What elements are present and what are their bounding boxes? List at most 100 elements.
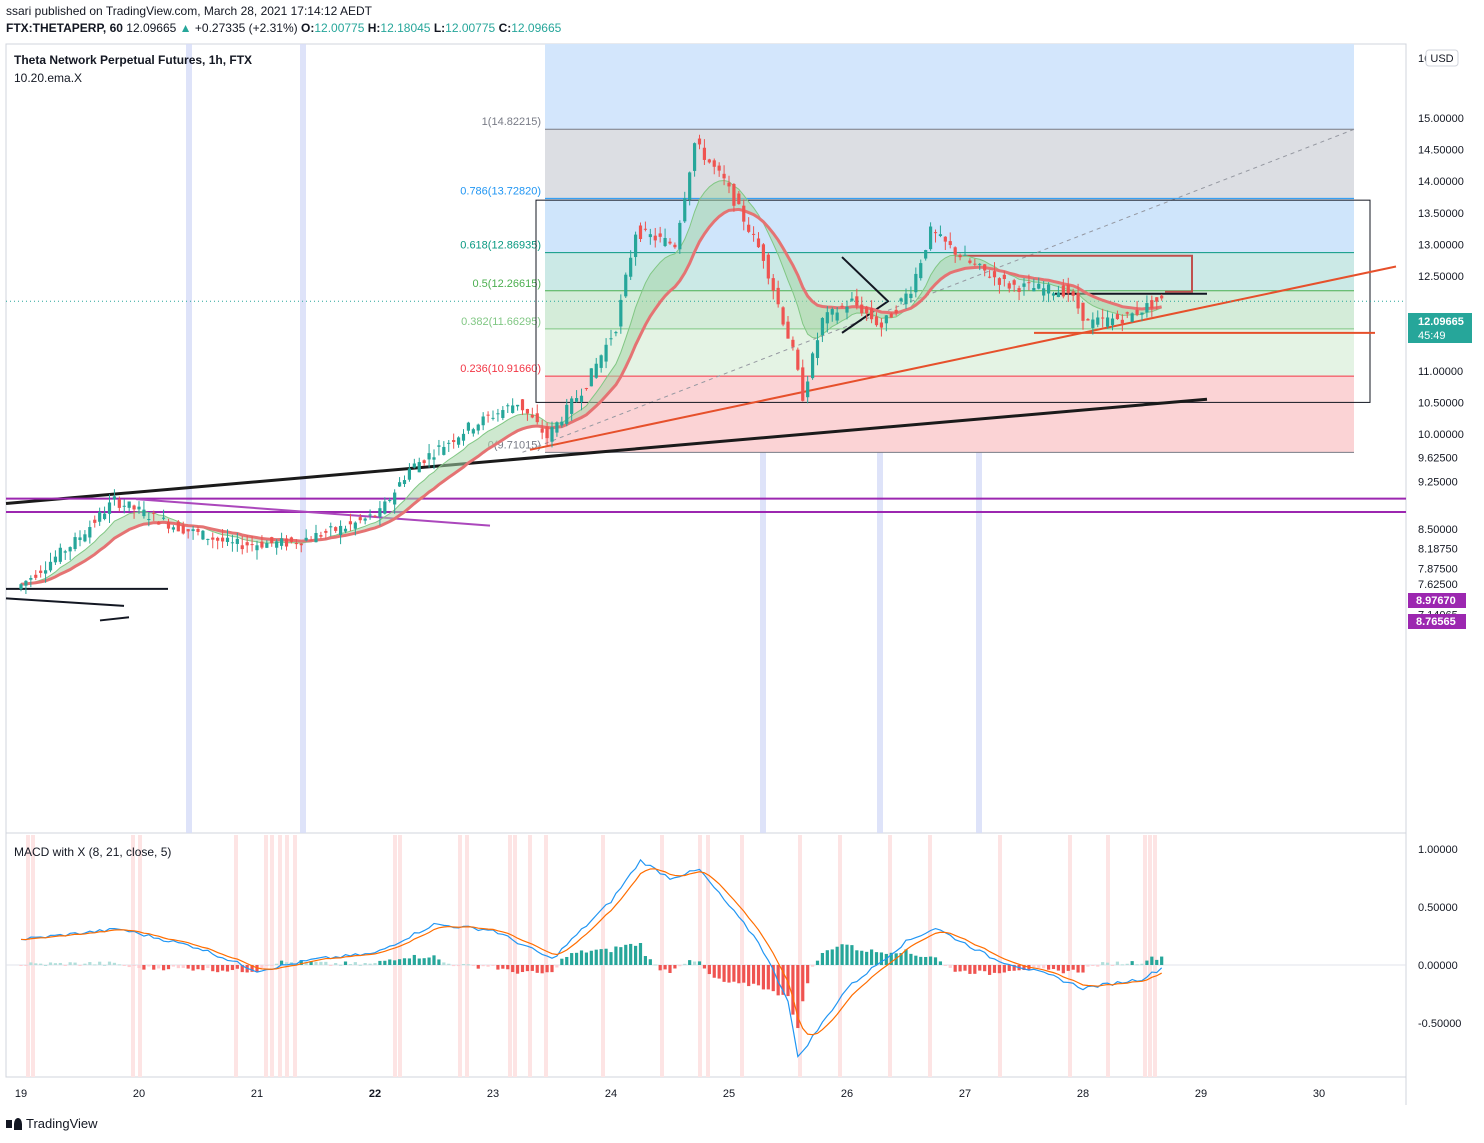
macd-hist-29 xyxy=(161,965,166,971)
macd-hist-146 xyxy=(737,965,741,984)
macd-hist-177 xyxy=(889,952,893,965)
time-tick-20: 20 xyxy=(133,1088,145,1100)
h-level-tag-2 xyxy=(1408,614,1466,629)
fib-retracement[interactable]: 1(14.82215) 0.786(13.72820) 0.618(12.86935… xyxy=(460,44,1355,453)
candle-body-80 xyxy=(412,463,416,468)
macd-hist-166 xyxy=(835,946,839,965)
macd-hist-120 xyxy=(609,952,613,965)
trend-lines[interactable] xyxy=(5,199,1406,622)
candle-body-98 xyxy=(501,410,505,418)
macd-hist-132 xyxy=(668,965,672,973)
macd-hist-157 xyxy=(791,965,795,1015)
macd-hist-6 xyxy=(48,962,53,965)
candle-body-150 xyxy=(756,238,761,248)
macd-hist-137 xyxy=(692,961,697,965)
macd-hist-212 xyxy=(1061,965,1065,974)
candle-body-81 xyxy=(417,462,421,473)
fib-label-1: 1(14.82215) xyxy=(482,116,541,128)
macd-hist-232 xyxy=(1160,956,1164,965)
macd-hist-158 xyxy=(796,965,800,1029)
macd-hist-89 xyxy=(456,965,461,967)
time-axis[interactable]: 19 20 21 22 23 24 25 26 27 28 29 30 xyxy=(15,1088,1325,1100)
fib-label-0.236: 0.236(10.91660) xyxy=(460,363,541,375)
symbol[interactable]: FTX:THETAPERP, 60 xyxy=(6,21,123,35)
macd-hist-69 xyxy=(358,964,362,966)
candle-body-226 xyxy=(1130,313,1134,322)
macd-hist-200 xyxy=(1002,965,1006,973)
candle-body-67 xyxy=(348,521,353,525)
candle-body-50 xyxy=(265,543,269,548)
macd-hist-5 xyxy=(43,964,48,966)
macd-hist-162 xyxy=(815,960,820,965)
macd-bg-band-27 xyxy=(998,835,1002,1077)
candle-body-160 xyxy=(806,381,810,398)
macd-bg-band-9 xyxy=(293,835,297,1077)
candle-body-0 xyxy=(19,584,23,589)
macd-hist-63 xyxy=(329,965,333,966)
macd-hist-214 xyxy=(1071,965,1075,970)
candle-body-41 xyxy=(220,537,225,542)
candle-body-105 xyxy=(535,413,539,423)
macd-hist-10 xyxy=(68,962,72,965)
macd-hist-102 xyxy=(520,965,525,973)
macd-hist-0 xyxy=(19,965,23,966)
candle-body-88 xyxy=(452,440,456,443)
macd-bg-band-20 xyxy=(698,835,702,1077)
candle-body-199 xyxy=(997,278,1002,285)
candle-body-182 xyxy=(914,273,918,293)
candle-body-203 xyxy=(1017,288,1021,293)
macd-hist-122 xyxy=(619,947,623,965)
candle-body-141 xyxy=(712,160,716,167)
macd-hist-147 xyxy=(742,965,746,983)
candle-body-118 xyxy=(599,355,603,368)
macd-hist-215 xyxy=(1076,965,1080,973)
macd-hist-134 xyxy=(678,965,682,967)
candle-body-46 xyxy=(245,542,249,546)
candle-body-185 xyxy=(928,226,933,250)
macd-hist-165 xyxy=(830,949,834,965)
macd-hist-217 xyxy=(1086,965,1090,967)
candle-body-22 xyxy=(127,501,131,508)
macd-bg-band-31 xyxy=(1148,835,1152,1077)
candle-body-138 xyxy=(697,138,702,145)
macd-hist-149 xyxy=(751,965,756,984)
macd-hist-222 xyxy=(1110,965,1115,966)
candle-body-28 xyxy=(157,521,161,525)
price-axis[interactable]: 15.00000 14.50000 14.00000 13.50000 13.00000… xyxy=(1418,113,1464,1030)
ema-ribbon xyxy=(20,179,1162,586)
macd-hist-216 xyxy=(1081,965,1085,973)
macd-hist-50 xyxy=(265,965,269,966)
candle-body-34 xyxy=(186,529,190,532)
candle-body-190 xyxy=(953,247,957,255)
publisher-line: ssari published on TradingView.com, Marc… xyxy=(6,4,372,18)
macd-hist-124 xyxy=(629,943,633,965)
candle-body-18 xyxy=(107,502,112,514)
macd-hist-221 xyxy=(1105,962,1110,965)
macd-bg-band-28 xyxy=(1068,835,1072,1077)
macd-hist-68 xyxy=(353,962,357,965)
macd-hist-11 xyxy=(73,962,77,965)
candle-body-217 xyxy=(1086,319,1090,321)
candle-body-49 xyxy=(260,541,264,548)
macd-hist-38 xyxy=(206,965,210,969)
price-tick-4: 13.00000 xyxy=(1418,239,1464,251)
candle-body-32 xyxy=(176,521,180,532)
macd-hist-142 xyxy=(717,965,721,979)
macd-bg-band-18 xyxy=(601,835,605,1077)
candle-body-75 xyxy=(388,500,392,502)
candle-body-213 xyxy=(1066,284,1070,294)
macd-bg-band-29 xyxy=(1106,835,1110,1077)
macd-hist-155 xyxy=(781,965,785,995)
macd-hist-121 xyxy=(614,946,618,965)
candle-body-122 xyxy=(619,299,623,327)
macd-hist-182 xyxy=(914,955,918,965)
candle-body-48 xyxy=(255,545,259,551)
currency-button[interactable] xyxy=(1425,49,1459,67)
candle-body-139 xyxy=(702,147,707,160)
macd-tick-2: 0.00000 xyxy=(1418,960,1458,972)
macd-hist-40 xyxy=(216,965,220,973)
macd-hist-144 xyxy=(727,965,731,983)
price-tick-14: 7.87500 xyxy=(1418,563,1458,575)
macd-hist-71 xyxy=(368,963,372,965)
